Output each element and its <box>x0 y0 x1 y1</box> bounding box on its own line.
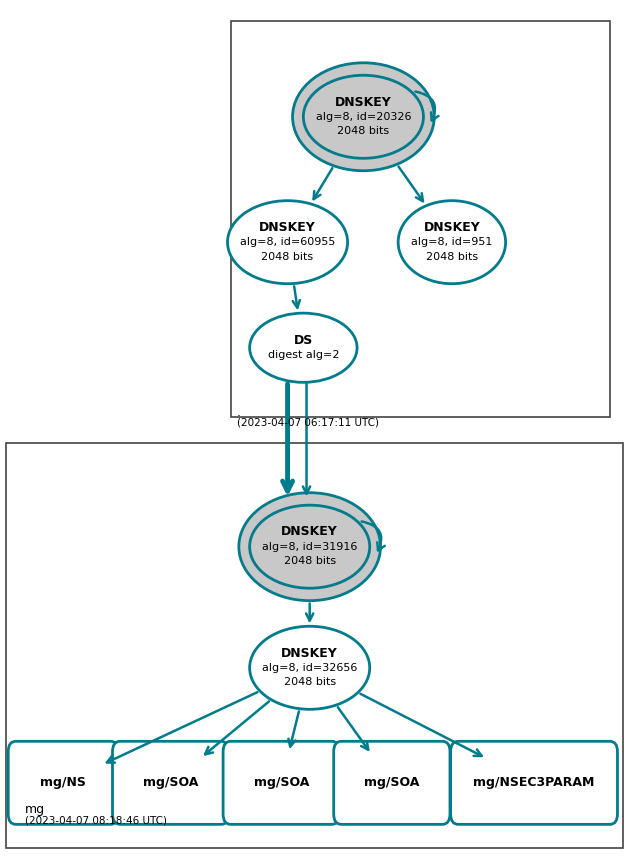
Text: digest alg=2: digest alg=2 <box>267 350 339 360</box>
Text: 2048 bits: 2048 bits <box>262 252 313 262</box>
FancyArrowPatch shape <box>362 522 385 550</box>
Text: (2023-04-07 08:18:46 UTC): (2023-04-07 08:18:46 UTC) <box>25 815 167 825</box>
Text: DNSKEY: DNSKEY <box>423 221 480 234</box>
Text: mg/NS: mg/NS <box>40 776 86 790</box>
Text: alg=8, id=31916: alg=8, id=31916 <box>262 541 357 552</box>
FancyBboxPatch shape <box>8 741 118 824</box>
Text: (2023-04-07 06:17:11 UTC): (2023-04-07 06:17:11 UTC) <box>237 418 379 428</box>
Text: alg=8, id=20326: alg=8, id=20326 <box>315 112 411 122</box>
Ellipse shape <box>303 75 423 158</box>
Text: 2048 bits: 2048 bits <box>284 556 336 567</box>
Ellipse shape <box>293 63 434 170</box>
Text: alg=8, id=60955: alg=8, id=60955 <box>240 237 335 247</box>
Ellipse shape <box>239 493 380 600</box>
Text: DNSKEY: DNSKEY <box>259 221 316 234</box>
Text: 2048 bits: 2048 bits <box>426 252 478 262</box>
Text: 2048 bits: 2048 bits <box>337 126 389 137</box>
FancyBboxPatch shape <box>451 741 617 824</box>
Ellipse shape <box>398 201 506 284</box>
Text: mg/SOA: mg/SOA <box>364 776 420 790</box>
FancyBboxPatch shape <box>112 741 229 824</box>
Ellipse shape <box>228 201 348 284</box>
Text: DS: DS <box>294 334 313 347</box>
Ellipse shape <box>250 313 357 382</box>
Text: alg=8, id=951: alg=8, id=951 <box>411 237 492 247</box>
Text: .: . <box>237 406 241 420</box>
Ellipse shape <box>250 505 370 588</box>
Text: alg=8, id=32656: alg=8, id=32656 <box>262 663 357 673</box>
Text: DNSKEY: DNSKEY <box>281 646 338 660</box>
Text: DNSKEY: DNSKEY <box>335 95 392 109</box>
Text: DNSKEY: DNSKEY <box>281 525 338 539</box>
FancyBboxPatch shape <box>223 741 339 824</box>
Text: mg/SOA: mg/SOA <box>253 776 309 790</box>
Ellipse shape <box>250 626 370 709</box>
Text: mg/NSEC3PARAM: mg/NSEC3PARAM <box>473 776 595 790</box>
FancyArrowPatch shape <box>415 92 439 120</box>
Text: 2048 bits: 2048 bits <box>284 677 336 688</box>
FancyBboxPatch shape <box>6 443 623 848</box>
Text: mg/SOA: mg/SOA <box>143 776 198 790</box>
FancyBboxPatch shape <box>334 741 450 824</box>
FancyBboxPatch shape <box>231 21 610 417</box>
Text: mg: mg <box>25 803 46 817</box>
